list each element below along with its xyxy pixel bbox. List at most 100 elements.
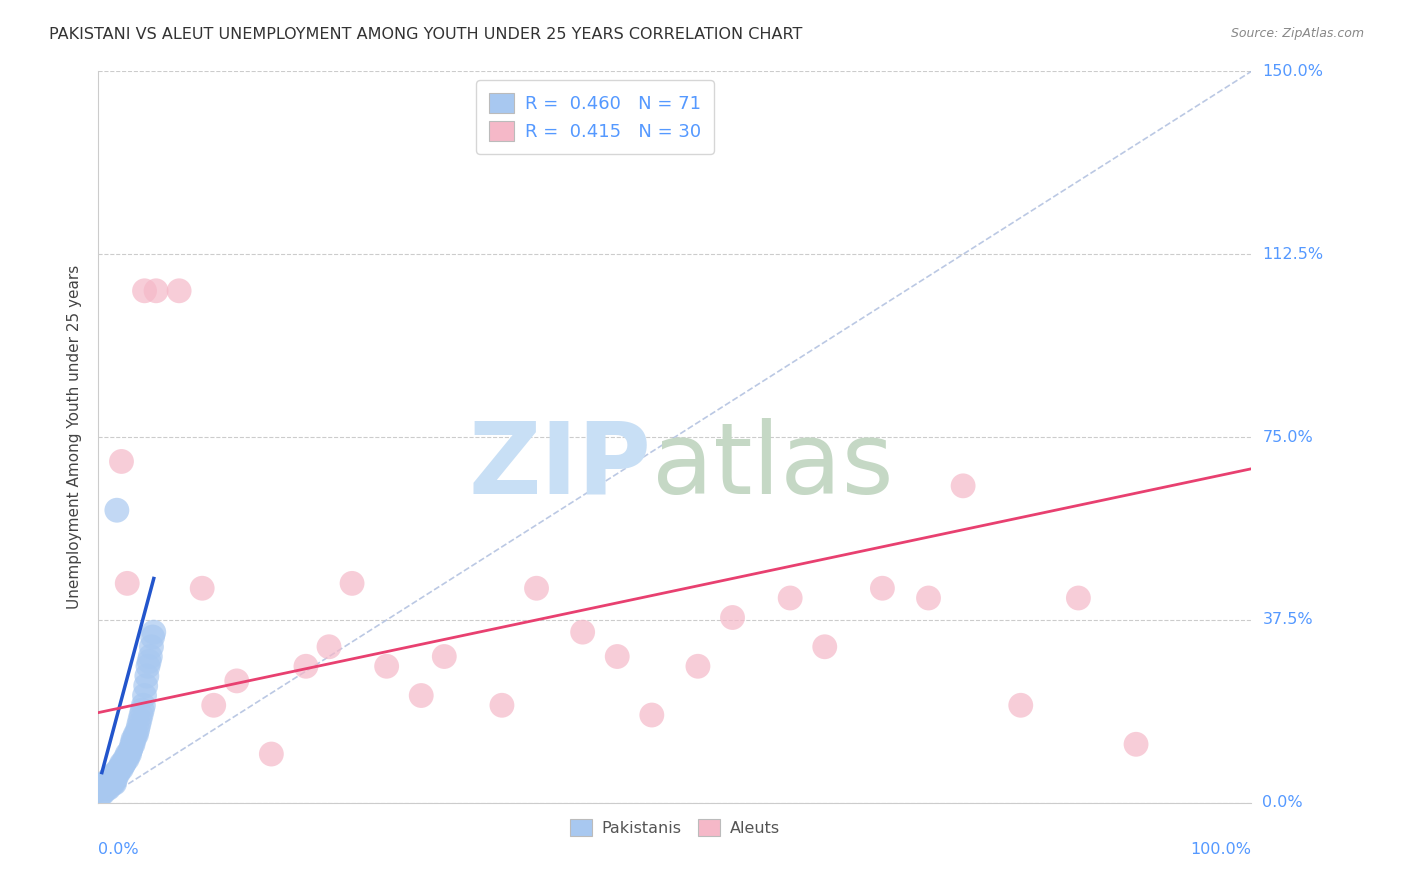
Point	[128, 718, 150, 732]
Point	[136, 659, 159, 673]
Point	[129, 708, 152, 723]
Point	[91, 781, 114, 796]
Point	[98, 776, 121, 790]
Point	[96, 776, 118, 790]
Point	[105, 766, 128, 780]
Point	[526, 581, 548, 595]
Point	[118, 747, 141, 761]
Point	[145, 284, 167, 298]
Point	[112, 756, 135, 771]
Point	[110, 454, 132, 468]
Point	[91, 786, 114, 800]
Point	[110, 762, 132, 776]
Point	[98, 772, 121, 786]
Point	[721, 610, 744, 624]
Point	[433, 649, 456, 664]
Point	[110, 756, 132, 771]
Text: 0.0%: 0.0%	[98, 842, 139, 856]
Point	[872, 581, 894, 595]
Point	[97, 781, 120, 796]
Point	[917, 591, 939, 605]
Point	[202, 698, 225, 713]
Point	[103, 776, 125, 790]
Point	[117, 576, 139, 591]
Point	[491, 698, 513, 713]
Point	[686, 659, 709, 673]
Text: 75.0%: 75.0%	[1263, 430, 1313, 444]
Point	[295, 659, 318, 673]
Point	[103, 772, 125, 786]
Point	[411, 689, 433, 703]
Point	[117, 752, 139, 766]
Point	[952, 479, 974, 493]
Legend: Pakistanis, Aleuts: Pakistanis, Aleuts	[561, 809, 789, 846]
Point	[141, 640, 163, 654]
Point	[167, 284, 190, 298]
Point	[1067, 591, 1090, 605]
Point	[114, 752, 136, 766]
Point	[318, 640, 340, 654]
Point	[98, 776, 121, 790]
Point	[93, 776, 115, 790]
Point	[142, 625, 165, 640]
Point	[142, 630, 165, 644]
Point	[110, 762, 132, 776]
Point	[90, 786, 112, 800]
Point	[101, 772, 124, 786]
Point	[571, 625, 593, 640]
Point	[94, 776, 117, 790]
Text: 150.0%: 150.0%	[1263, 64, 1323, 78]
Point	[104, 766, 127, 780]
Point	[122, 737, 145, 751]
Point	[191, 581, 214, 595]
Point	[135, 669, 157, 683]
Point	[121, 737, 143, 751]
Point	[105, 503, 128, 517]
Text: 37.5%: 37.5%	[1263, 613, 1313, 627]
Point	[117, 747, 139, 761]
Point	[101, 776, 124, 790]
Point	[127, 723, 149, 737]
Point	[107, 766, 129, 780]
Point	[1125, 737, 1147, 751]
Point	[340, 576, 363, 591]
Text: ZIP: ZIP	[470, 417, 652, 515]
Text: PAKISTANI VS ALEUT UNEMPLOYMENT AMONG YOUTH UNDER 25 YEARS CORRELATION CHART: PAKISTANI VS ALEUT UNEMPLOYMENT AMONG YO…	[49, 27, 803, 42]
Point	[132, 698, 155, 713]
Point	[139, 649, 162, 664]
Point	[112, 756, 135, 771]
Point	[97, 781, 120, 796]
Point	[108, 762, 131, 776]
Point	[129, 713, 152, 727]
Text: 100.0%: 100.0%	[1191, 842, 1251, 856]
Point	[134, 284, 156, 298]
Point	[120, 742, 142, 756]
Point	[96, 781, 118, 796]
Point	[111, 756, 134, 771]
Point	[124, 727, 146, 741]
Point	[103, 776, 125, 790]
Point	[135, 679, 157, 693]
Point	[120, 742, 142, 756]
Point	[131, 703, 153, 717]
Point	[103, 766, 125, 780]
Y-axis label: Unemployment Among Youth under 25 years: Unemployment Among Youth under 25 years	[66, 265, 82, 609]
Point	[100, 772, 122, 786]
Point	[104, 766, 127, 780]
Point	[225, 673, 247, 688]
Point	[97, 776, 120, 790]
Point	[98, 772, 121, 786]
Point	[125, 727, 148, 741]
Text: Source: ZipAtlas.com: Source: ZipAtlas.com	[1230, 27, 1364, 40]
Text: atlas: atlas	[652, 417, 893, 515]
Point	[117, 747, 139, 761]
Point	[90, 786, 112, 800]
Point	[101, 772, 124, 786]
Point	[100, 776, 122, 790]
Point	[138, 654, 160, 668]
Point	[94, 781, 117, 796]
Point	[260, 747, 283, 761]
Point	[122, 732, 145, 747]
Text: 0.0%: 0.0%	[1263, 796, 1303, 810]
Point	[606, 649, 628, 664]
